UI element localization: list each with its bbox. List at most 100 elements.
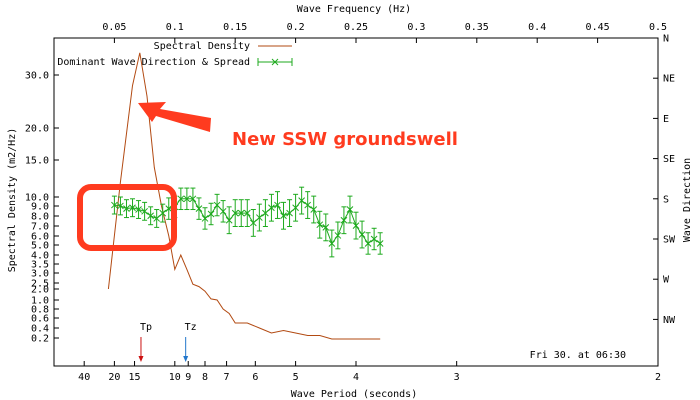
- direction-point: [237, 199, 245, 227]
- top-axis-label: Wave Frequency (Hz): [297, 4, 411, 15]
- direction-point: [358, 220, 366, 249]
- top-tick-label: 0.3: [407, 22, 425, 33]
- right-tick-label: N: [663, 34, 669, 45]
- timestamp: Fri 30. at 06:30: [530, 350, 626, 361]
- right-tick-label: E: [663, 114, 669, 125]
- direction-point: [322, 213, 330, 242]
- direction-point: [219, 200, 227, 223]
- left-tick-label: 3.0: [31, 269, 49, 280]
- direction-point: [123, 199, 130, 219]
- direction-point: [135, 200, 142, 219]
- top-tick-label: 0.15: [223, 22, 247, 33]
- bottom-axis-ticks: 40 20 15 10 9 8 7 6 5 3 4 2: [78, 361, 661, 383]
- left-tick-label: 10.0: [25, 193, 49, 204]
- left-tick-label: 5.0: [31, 241, 49, 252]
- spectral-density-series: [107, 52, 381, 340]
- direction-point: [340, 206, 348, 235]
- legend-label-direction: Dominant Wave Direction & Spread: [57, 57, 250, 68]
- period-markers: Tp Tz: [138, 322, 197, 362]
- right-tick-label: SW: [663, 235, 676, 246]
- bottom-tick-label: 15: [129, 372, 141, 383]
- left-tick-label: 6.0: [31, 232, 49, 243]
- left-tick-label: 4.0: [31, 251, 49, 262]
- direction-point: [346, 195, 354, 224]
- direction-point: [304, 191, 312, 219]
- direction-point: [364, 232, 372, 255]
- bottom-tick-label: 9: [185, 372, 191, 383]
- marker-tp: Tp: [138, 322, 152, 362]
- marker-tz: Tz: [183, 322, 197, 362]
- top-tick-label: 0.5: [649, 22, 667, 33]
- right-tick-label: S: [663, 194, 669, 205]
- top-tick-label: 0.1: [166, 22, 184, 33]
- left-tick-label: 3.5: [31, 260, 49, 271]
- bottom-tick-label: 3: [454, 372, 460, 383]
- marker-label: Tp: [140, 322, 152, 333]
- direction-point: [189, 187, 197, 211]
- annotation: New SSW groundswell: [77, 102, 458, 251]
- direction-point: [231, 199, 239, 227]
- left-tick-label: 15.0: [25, 156, 49, 167]
- right-axis-ticks: N NE E SE S SW W NW: [653, 34, 676, 326]
- top-tick-label: 0.25: [344, 22, 368, 33]
- left-tick-label: 0.4: [31, 324, 49, 335]
- direction-point: [183, 187, 191, 211]
- direction-point: [153, 209, 161, 228]
- right-axis-label: Wave Direction: [682, 158, 693, 242]
- legend-swatch-direction: [257, 58, 293, 66]
- marker-label: Tz: [185, 322, 197, 333]
- bottom-tick-label: 7: [224, 372, 230, 383]
- direction-point: [243, 199, 251, 227]
- direction-point: [201, 207, 209, 230]
- top-tick-label: 0.2: [287, 22, 305, 33]
- left-axis-ticks: 0.20.40.60.81.02.02.53.03.54.05.06.07.08…: [25, 71, 59, 345]
- bottom-axis-label: Wave Period (seconds): [291, 389, 417, 400]
- right-tick-label: W: [663, 275, 670, 286]
- direction-point: [225, 206, 233, 235]
- direction-point: [177, 187, 185, 211]
- bottom-tick-label: 8: [202, 372, 208, 383]
- annotation-arrow: [138, 102, 211, 132]
- direction-point: [213, 193, 221, 217]
- bottom-tick-label: 5: [293, 372, 299, 383]
- direction-series: [111, 186, 384, 258]
- left-tick-label: 2.5: [31, 279, 49, 290]
- bottom-tick-label: 2: [655, 372, 661, 383]
- left-tick-label: 30.0: [25, 71, 49, 82]
- left-tick-label: 0.8: [31, 305, 49, 316]
- direction-point: [129, 198, 136, 218]
- bottom-tick-label: 40: [78, 372, 90, 383]
- left-tick-label: 9.0: [31, 202, 49, 213]
- legend-label-spectral: Spectral Density: [154, 41, 250, 52]
- bottom-tick-label: 20: [108, 372, 120, 383]
- direction-point: [316, 210, 324, 239]
- legend: Spectral Density Dominant Wave Direction…: [57, 41, 293, 68]
- direction-point: [292, 193, 299, 222]
- top-tick-label: 0.35: [465, 22, 489, 33]
- bottom-tick-label: 10: [169, 372, 181, 383]
- left-tick-label: 7.0: [31, 222, 49, 233]
- direction-point: [280, 201, 287, 230]
- direction-point: [352, 211, 360, 240]
- right-tick-label: SE: [663, 154, 675, 165]
- direction-point: [141, 201, 148, 221]
- left-tick-label: 1.0: [31, 296, 49, 307]
- annotation-text: New SSW groundswell: [232, 129, 458, 150]
- direction-point: [376, 232, 384, 255]
- direction-point: [328, 229, 336, 258]
- left-tick-label: 0.2: [31, 334, 49, 345]
- left-tick-label: 0.6: [31, 314, 49, 325]
- top-tick-label: 0.45: [586, 22, 610, 33]
- top-tick-label: 0.05: [102, 22, 126, 33]
- direction-point: [111, 195, 118, 215]
- bottom-tick-label: 4: [353, 372, 359, 383]
- left-tick-label: 8.0: [31, 212, 49, 223]
- direction-point: [165, 197, 173, 220]
- bottom-tick-label: 6: [252, 372, 258, 383]
- direction-point: [274, 191, 281, 219]
- top-axis-ticks: 0.05 0.1 0.15 0.2 0.25 0.3 0.35 0.4 0.45 0.5: [102, 22, 667, 43]
- direction-point: [298, 186, 305, 215]
- spectral-density-line: [107, 52, 381, 340]
- right-tick-label: NE: [663, 74, 675, 85]
